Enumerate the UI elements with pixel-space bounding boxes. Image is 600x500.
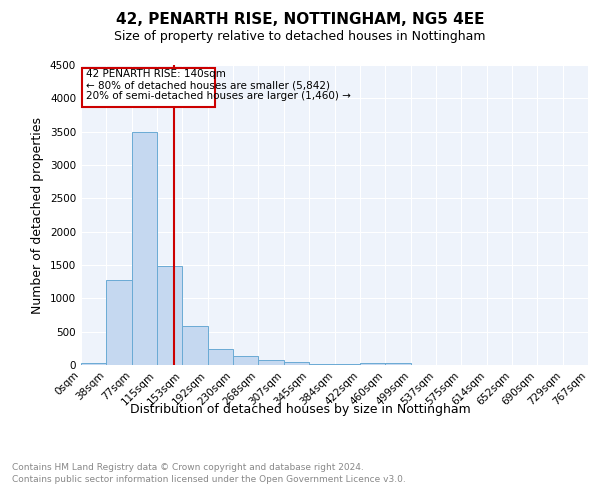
Bar bbox=[182, 326, 208, 365]
Text: ← 80% of detached houses are smaller (5,842): ← 80% of detached houses are smaller (5,… bbox=[86, 80, 330, 90]
Text: Size of property relative to detached houses in Nottingham: Size of property relative to detached ho… bbox=[114, 30, 486, 43]
Bar bbox=[81, 363, 106, 365]
FancyBboxPatch shape bbox=[82, 68, 215, 107]
Bar bbox=[157, 266, 182, 365]
Bar bbox=[284, 362, 309, 365]
Text: Contains HM Land Registry data © Crown copyright and database right 2024.: Contains HM Land Registry data © Crown c… bbox=[12, 462, 364, 471]
Bar bbox=[208, 349, 233, 365]
Bar bbox=[385, 362, 411, 365]
Bar bbox=[258, 360, 284, 365]
Y-axis label: Number of detached properties: Number of detached properties bbox=[31, 116, 44, 314]
Text: Contains public sector information licensed under the Open Government Licence v3: Contains public sector information licen… bbox=[12, 475, 406, 484]
Text: Distribution of detached houses by size in Nottingham: Distribution of detached houses by size … bbox=[130, 402, 470, 415]
Bar bbox=[106, 280, 132, 365]
Bar bbox=[335, 364, 360, 365]
Text: 20% of semi-detached houses are larger (1,460) →: 20% of semi-detached houses are larger (… bbox=[86, 91, 351, 101]
Bar bbox=[360, 362, 385, 365]
Bar bbox=[132, 132, 157, 365]
Text: 42 PENARTH RISE: 140sqm: 42 PENARTH RISE: 140sqm bbox=[86, 69, 226, 79]
Text: 42, PENARTH RISE, NOTTINGHAM, NG5 4EE: 42, PENARTH RISE, NOTTINGHAM, NG5 4EE bbox=[116, 12, 484, 28]
Bar bbox=[233, 356, 258, 365]
Bar bbox=[309, 364, 335, 365]
